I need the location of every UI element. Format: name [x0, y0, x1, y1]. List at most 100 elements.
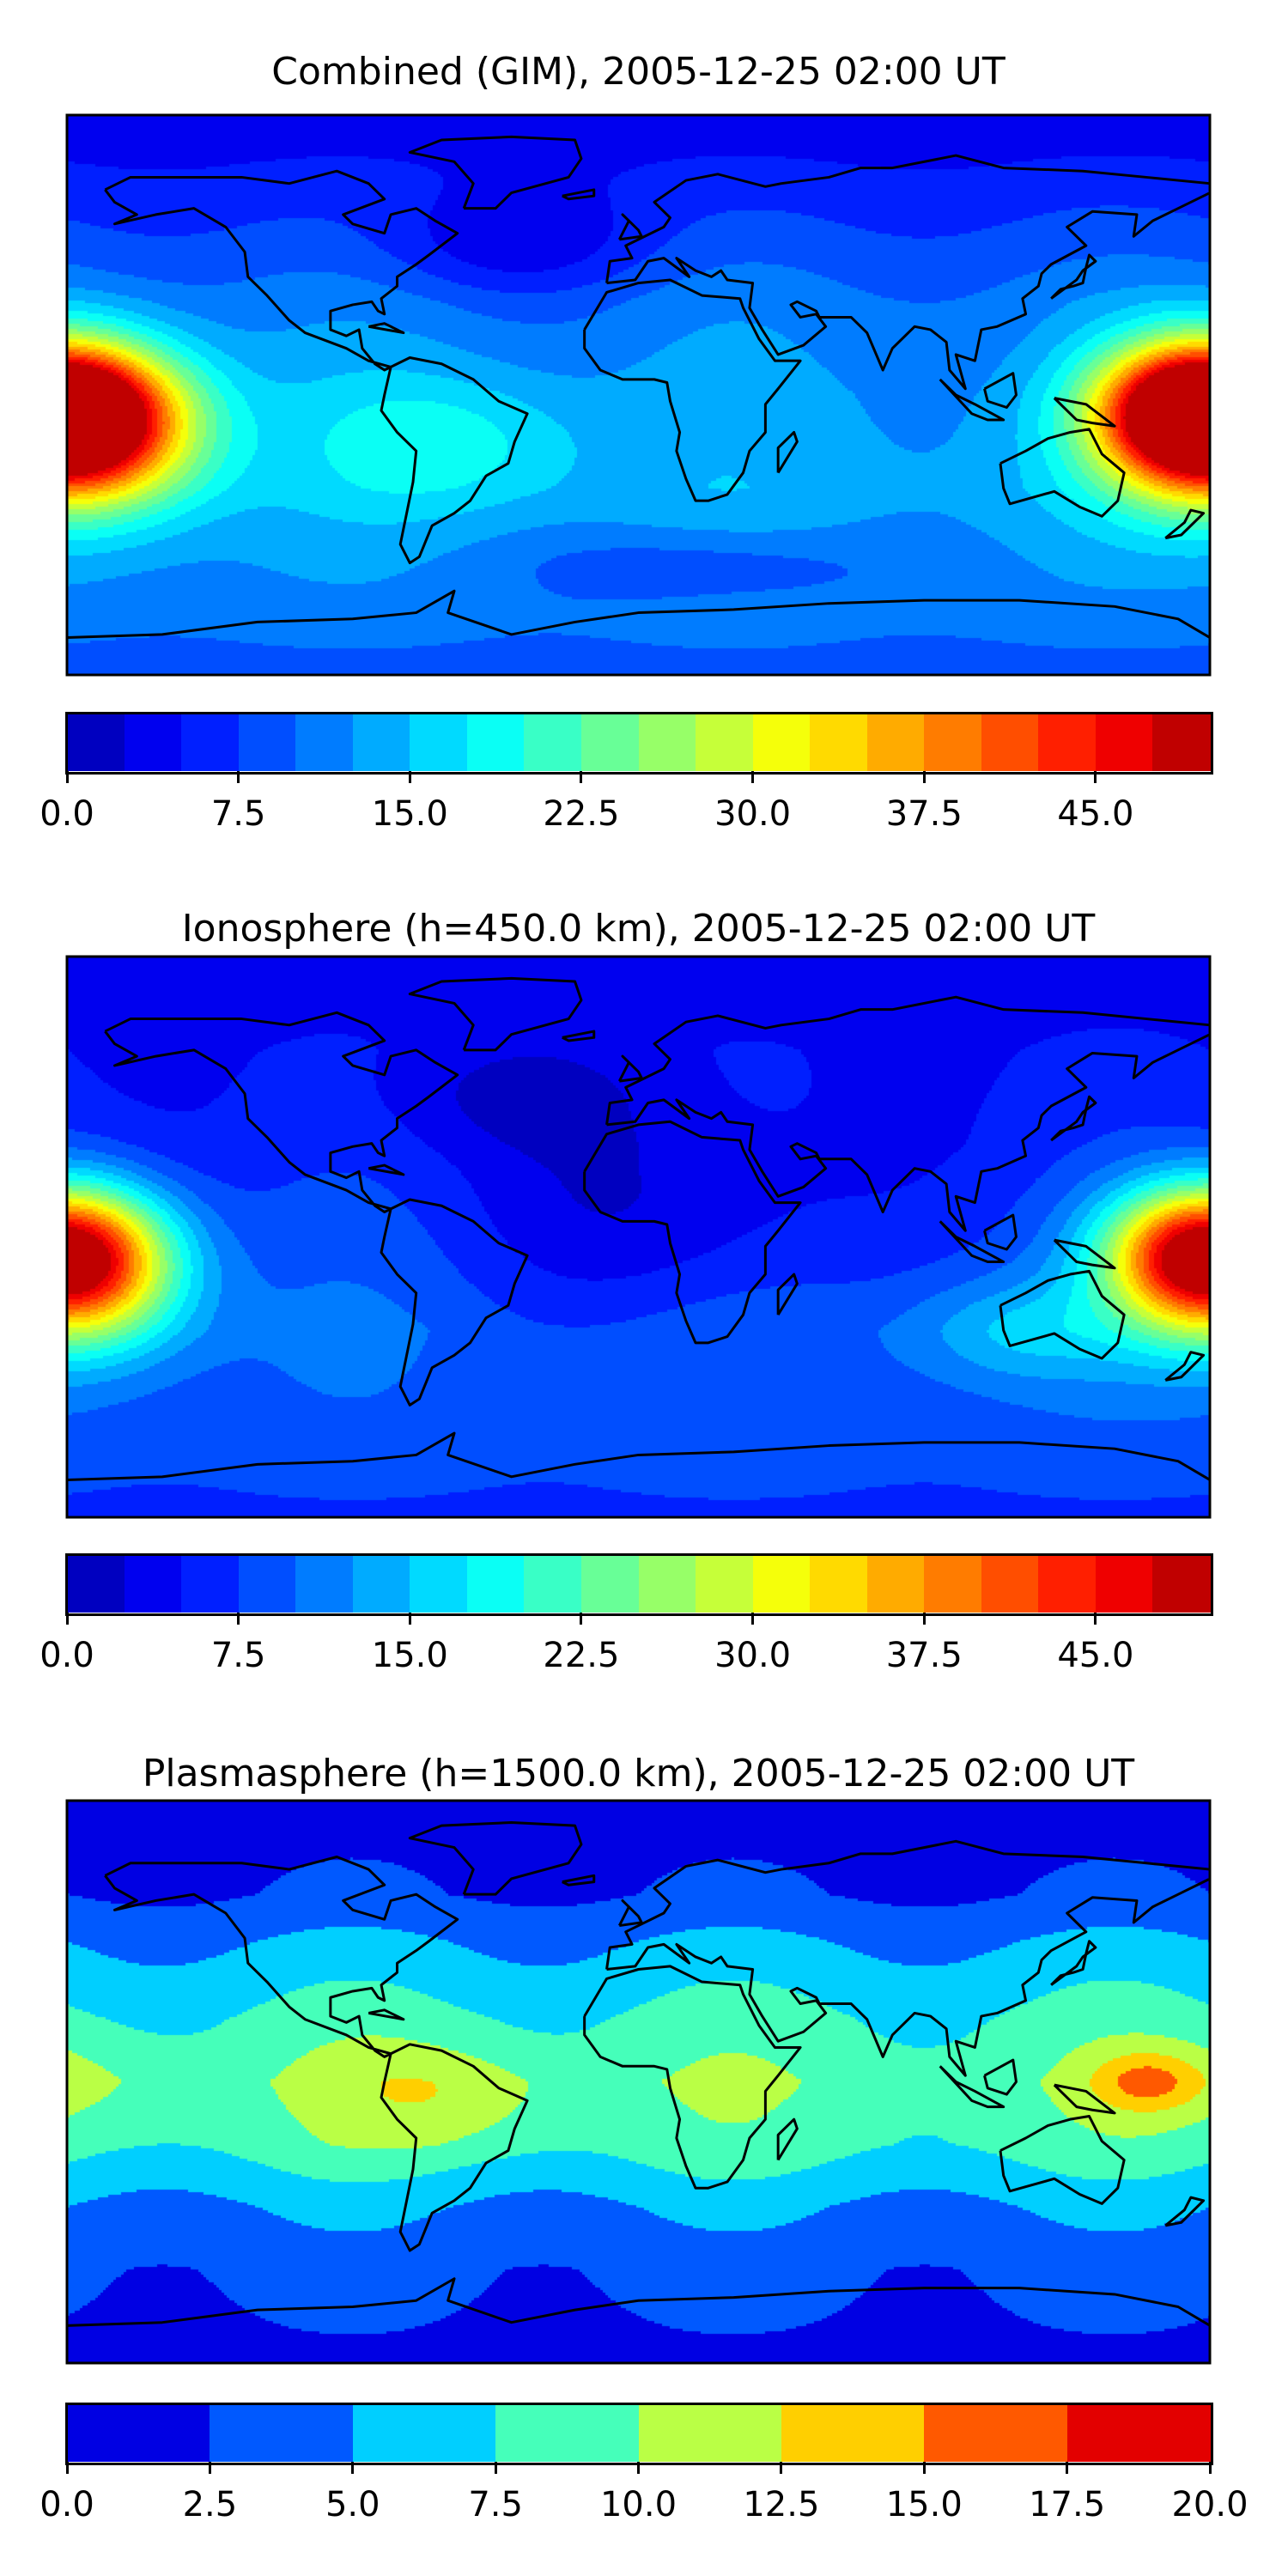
coastline — [104, 1011, 459, 1213]
tick-label: 30.0 — [714, 1636, 792, 1675]
coastline — [939, 378, 1005, 422]
tick-mark — [408, 771, 411, 783]
colorbar-segment — [124, 714, 182, 771]
colorbar-segment — [1038, 1555, 1097, 1613]
colorbar-segment — [1152, 1555, 1211, 1613]
coastlines — [65, 1799, 1212, 2365]
coastline — [776, 2117, 799, 2161]
colorbar-segment — [181, 1555, 240, 1613]
colorbar-segment — [295, 714, 354, 771]
coastline — [1164, 1351, 1206, 1382]
coastline — [999, 428, 1126, 518]
coastline — [562, 1030, 596, 1042]
tick-mark — [1094, 771, 1097, 783]
colorbar-segment — [924, 1555, 982, 1613]
colorbar-segment — [752, 1555, 811, 1613]
tick-label: 22.5 — [543, 1636, 620, 1675]
colorbar-segment — [696, 1555, 754, 1613]
tick-mark — [922, 771, 926, 783]
colorbar-segment — [580, 714, 640, 771]
coastline — [104, 1856, 459, 2058]
coastline — [562, 188, 596, 201]
coastline — [380, 1198, 529, 1406]
colorbar-segment — [638, 2404, 782, 2462]
colorbar-segment — [352, 2404, 496, 2462]
colorbar-frame — [65, 712, 1213, 775]
map-frame — [65, 113, 1212, 677]
coastline — [617, 213, 643, 241]
colorbar-segment — [580, 1555, 640, 1613]
tick-label: 7.5 — [210, 1636, 266, 1675]
coastline — [66, 1431, 1211, 1481]
tick-mark — [637, 2462, 640, 2474]
colorbar-segment — [638, 1555, 696, 1613]
coastline — [999, 2115, 1126, 2205]
tick-label: 5.0 — [325, 2485, 380, 2524]
coastline — [1053, 2083, 1116, 2115]
coastline — [1050, 1095, 1097, 1142]
coastline — [368, 1163, 405, 1176]
tick-mark — [65, 2462, 69, 2474]
coastline — [617, 1899, 643, 1928]
coastlines — [65, 113, 1212, 677]
coastline — [983, 2058, 1018, 2096]
colorbar-segment — [238, 1555, 296, 1613]
colorbar-segment — [238, 714, 296, 771]
tick-label: 45.0 — [1057, 1636, 1134, 1675]
tick-mark — [237, 1613, 240, 1625]
coastline — [66, 2277, 1211, 2327]
coastline — [1164, 508, 1206, 540]
coastline — [408, 135, 583, 210]
chart-title: Plasmasphere (h=1500.0 km), 2005-12-25 0… — [142, 1752, 1135, 1795]
tick-label: 37.5 — [885, 1636, 963, 1675]
colorbar-combined: 0.0 7.5 15.0 22.5 30.0 37.5 45.0 — [39, 712, 1213, 834]
coastline — [776, 1273, 799, 1315]
colorbar-segment — [67, 1555, 125, 1613]
coastline — [562, 1874, 596, 1886]
colorbar-frame — [65, 1553, 1213, 1616]
tick-mark — [65, 1613, 69, 1625]
coastline — [1050, 253, 1097, 300]
tick-label: 7.5 — [468, 2485, 523, 2524]
colorbar-segment — [410, 1555, 468, 1613]
tick-label: 45.0 — [1057, 794, 1134, 834]
tick-label: 12.5 — [743, 2485, 820, 2524]
map-frame — [65, 1799, 1212, 2365]
colorbar-segment — [67, 714, 125, 771]
map-combined — [65, 113, 1212, 677]
colorbar-segment — [1038, 714, 1097, 771]
coastline — [380, 2043, 529, 2252]
colorbar-segment — [352, 1555, 410, 1613]
colorbar-segment — [524, 1555, 582, 1613]
tick-label: 22.5 — [543, 794, 620, 834]
colorbar-segment — [67, 2404, 210, 2462]
tick-label: 0.0 — [39, 1636, 94, 1675]
colorbar-segment — [924, 2404, 1068, 2462]
coastline — [583, 278, 802, 502]
coastline — [66, 589, 1211, 640]
contour-field — [67, 957, 1210, 1517]
tick-mark — [922, 2462, 926, 2474]
coastline — [939, 2065, 1005, 2109]
colorbar-segment — [124, 1555, 182, 1613]
colorbar-segment — [752, 714, 811, 771]
tick-mark — [751, 771, 755, 783]
tick-label: 0.0 — [39, 2485, 94, 2524]
colorbar-segment — [981, 714, 1039, 771]
coastline — [617, 1054, 643, 1083]
colorbar-segment — [696, 714, 754, 771]
coastlines — [65, 955, 1212, 1519]
coastline — [605, 1839, 1212, 2077]
map-frame — [65, 955, 1212, 1519]
colorbar-segment — [866, 714, 925, 771]
coastline — [408, 1820, 583, 1896]
coastline — [583, 1120, 802, 1345]
contour-field — [67, 1801, 1210, 2363]
tick-label: 15.0 — [371, 794, 448, 834]
colorbar-segment — [810, 714, 868, 771]
colorbar-frame — [65, 2403, 1213, 2465]
tick-label: 17.5 — [1029, 2485, 1106, 2524]
tick-label: 10.0 — [599, 2485, 677, 2524]
tick-label: 7.5 — [210, 794, 266, 834]
colorbar-segment — [810, 1555, 868, 1613]
